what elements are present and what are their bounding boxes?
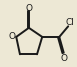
Text: O: O <box>25 4 32 13</box>
Text: Cl: Cl <box>65 18 74 27</box>
Text: O: O <box>60 54 67 63</box>
Text: O: O <box>8 32 15 41</box>
